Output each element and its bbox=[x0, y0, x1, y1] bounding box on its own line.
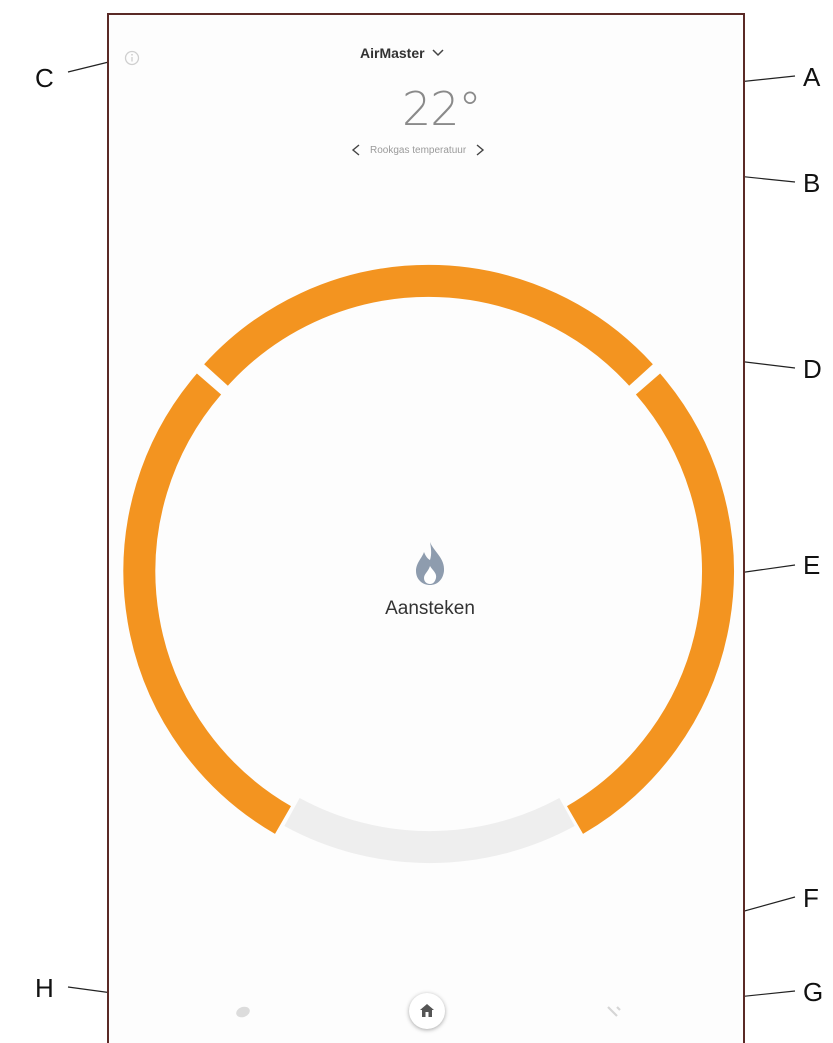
ring-segment-right bbox=[566, 373, 734, 834]
status-label: Aansteken bbox=[385, 598, 475, 619]
ring-segment-top bbox=[204, 264, 653, 386]
leaf-icon[interactable] bbox=[234, 1004, 252, 1020]
ring-gap bbox=[284, 797, 575, 864]
ring-segment-left bbox=[123, 373, 292, 834]
temperature-readout: 22° bbox=[402, 82, 482, 136]
chevron-left-icon[interactable] bbox=[350, 143, 362, 157]
callout-h: H bbox=[35, 973, 54, 1003]
device-screen bbox=[107, 13, 745, 1043]
flame-icon bbox=[416, 542, 445, 585]
callout-c: C bbox=[35, 63, 54, 93]
device-name: AirMaster bbox=[360, 45, 425, 61]
callout-e: E bbox=[803, 550, 821, 580]
sensor-label: Rookgas temperatuur bbox=[370, 144, 467, 156]
settings-icon[interactable] bbox=[605, 1004, 623, 1020]
chevron-down-icon bbox=[432, 49, 444, 57]
home-icon bbox=[420, 1004, 434, 1017]
callout-f: F bbox=[803, 883, 819, 913]
sensor-selector: Rookgas temperatuur bbox=[350, 143, 486, 157]
callout-d: D bbox=[803, 354, 822, 384]
home-button[interactable] bbox=[409, 993, 445, 1029]
info-icon[interactable] bbox=[124, 50, 140, 66]
device-selector[interactable]: AirMaster bbox=[360, 45, 445, 61]
callout-g: G bbox=[803, 977, 824, 1007]
chevron-right-icon[interactable] bbox=[474, 143, 486, 157]
callout-b: B bbox=[803, 168, 821, 198]
callout-a: A bbox=[803, 62, 821, 92]
